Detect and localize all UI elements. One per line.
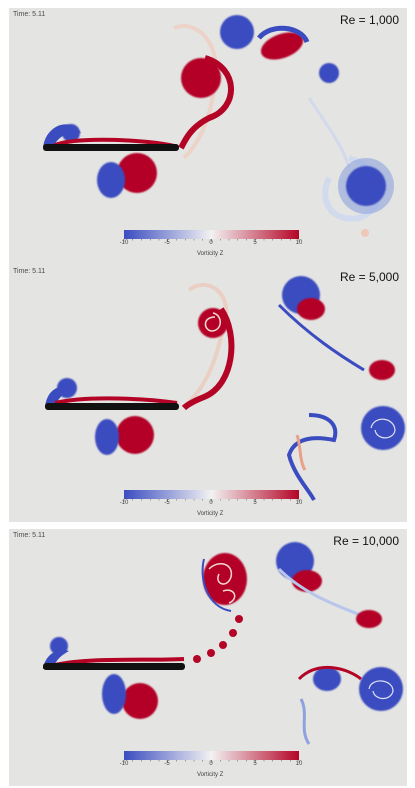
colorbar-tick: 5 (253, 761, 257, 767)
colorbar-tick: -10 (119, 761, 129, 767)
colorbar-tick: 10 (295, 240, 303, 246)
panel-re-5000: Time: 5.11 Re = 5,000 -10 -5 0 5 10 Vort… (9, 265, 407, 522)
colorbar-title: Vorticity Z (197, 772, 224, 778)
colorbar-tick: -5 (164, 240, 170, 246)
colorbar-tick: 10 (295, 761, 303, 767)
colorbar-tick: 0 (209, 761, 213, 767)
colorbar-gradient (124, 230, 299, 239)
colorbar-tick: -5 (164, 761, 170, 767)
vorticity-field-2 (45, 276, 405, 502)
colorbar-tick: -10 (119, 240, 129, 246)
colorbar-tick: -10 (119, 500, 129, 506)
vorticity-field-1 (43, 15, 394, 242)
time-label: Time: 5.11 (13, 11, 46, 18)
colorbar-title: Vorticity Z (197, 511, 224, 517)
colorbar-title: Vorticity Z (197, 251, 224, 257)
colorbar-tick: 5 (253, 240, 257, 246)
panel-re-1000: Time: 5.11 Re = 1,000 -10 -5 0 5 10 Vort… (9, 8, 407, 265)
reynolds-label: Re = 5,000 (339, 270, 399, 284)
time-label: Time: 5.11 (13, 268, 46, 275)
flat-plate (45, 403, 179, 410)
time-label: Time: 5.11 (13, 532, 46, 539)
colorbar-tick: 0 (209, 500, 213, 506)
colorbar-tick: 10 (295, 500, 303, 506)
reynolds-label: Re = 1,000 (339, 13, 399, 27)
colorbar-tick: 0 (209, 240, 213, 246)
panel-re-10000: Time: 5.11 Re = 10,000 -10 -5 0 5 10 Vor… (9, 529, 407, 786)
flat-plate (43, 144, 179, 151)
colorbar-tick: 5 (253, 500, 257, 506)
flat-plate (43, 663, 185, 670)
colorbar-tick: -5 (164, 500, 170, 506)
colorbar-gradient (124, 751, 299, 760)
reynolds-label: Re = 10,000 (333, 534, 399, 548)
vorticity-field-3 (43, 542, 403, 763)
colorbar-gradient (124, 490, 299, 499)
